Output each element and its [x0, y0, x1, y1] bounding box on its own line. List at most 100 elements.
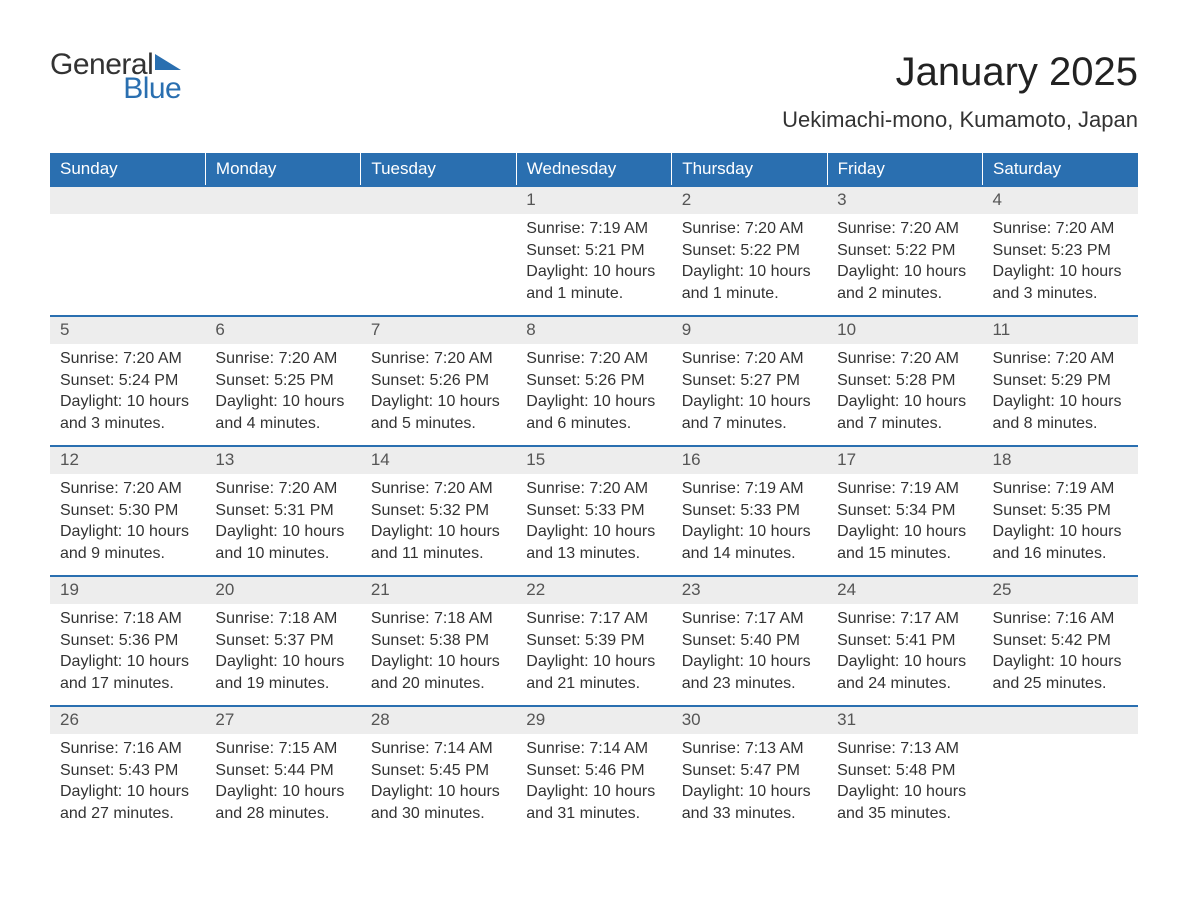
day-number: 8: [516, 317, 671, 344]
day-data: Sunrise: 7:19 AMSunset: 5:21 PMDaylight:…: [516, 214, 671, 312]
daylight-text: Daylight: 10 hours and 35 minutes.: [837, 781, 972, 824]
daylight-text: Daylight: 10 hours and 9 minutes.: [60, 521, 195, 564]
sunrise-text: Sunrise: 7:14 AM: [371, 738, 506, 760]
day-header: Sunday: [50, 153, 205, 186]
sunset-text: Sunset: 5:35 PM: [993, 500, 1128, 522]
daylight-text: Daylight: 10 hours and 3 minutes.: [60, 391, 195, 434]
calendar-day-cell: 8Sunrise: 7:20 AMSunset: 5:26 PMDaylight…: [516, 316, 671, 446]
sunset-text: Sunset: 5:26 PM: [526, 370, 661, 392]
day-header-row: Sunday Monday Tuesday Wednesday Thursday…: [50, 153, 1138, 186]
day-number: 5: [50, 317, 205, 344]
sunrise-text: Sunrise: 7:20 AM: [526, 348, 661, 370]
calendar-page: General Blue January 2025 Uekimachi-mono…: [0, 0, 1188, 876]
day-number: 6: [205, 317, 360, 344]
sunrise-text: Sunrise: 7:20 AM: [371, 348, 506, 370]
day-data: Sunrise: 7:20 AMSunset: 5:27 PMDaylight:…: [672, 344, 827, 442]
sunset-text: Sunset: 5:33 PM: [682, 500, 817, 522]
day-number: 29: [516, 707, 671, 734]
day-data: Sunrise: 7:15 AMSunset: 5:44 PMDaylight:…: [205, 734, 360, 832]
sunrise-text: Sunrise: 7:16 AM: [993, 608, 1128, 630]
calendar-day-cell: 29Sunrise: 7:14 AMSunset: 5:46 PMDayligh…: [516, 706, 671, 836]
sunset-text: Sunset: 5:22 PM: [837, 240, 972, 262]
sunrise-text: Sunrise: 7:13 AM: [837, 738, 972, 760]
calendar-week-row: 26Sunrise: 7:16 AMSunset: 5:43 PMDayligh…: [50, 706, 1138, 836]
brand-flag-icon: [155, 52, 181, 74]
day-header: Tuesday: [361, 153, 516, 186]
title-block: January 2025 Uekimachi-mono, Kumamoto, J…: [782, 50, 1138, 133]
sunset-text: Sunset: 5:39 PM: [526, 630, 661, 652]
day-data: Sunrise: 7:18 AMSunset: 5:37 PMDaylight:…: [205, 604, 360, 702]
sunrise-text: Sunrise: 7:17 AM: [837, 608, 972, 630]
day-data: Sunrise: 7:16 AMSunset: 5:42 PMDaylight:…: [983, 604, 1138, 702]
day-number: 28: [361, 707, 516, 734]
calendar-day-cell: 19Sunrise: 7:18 AMSunset: 5:36 PMDayligh…: [50, 576, 205, 706]
sunset-text: Sunset: 5:31 PM: [215, 500, 350, 522]
daylight-text: Daylight: 10 hours and 31 minutes.: [526, 781, 661, 824]
calendar-day-cell: 26Sunrise: 7:16 AMSunset: 5:43 PMDayligh…: [50, 706, 205, 836]
calendar-day-cell: 4Sunrise: 7:20 AMSunset: 5:23 PMDaylight…: [983, 186, 1138, 316]
day-data: Sunrise: 7:17 AMSunset: 5:39 PMDaylight:…: [516, 604, 671, 702]
day-number: 21: [361, 577, 516, 604]
day-number: 4: [983, 187, 1138, 214]
day-data: Sunrise: 7:18 AMSunset: 5:38 PMDaylight:…: [361, 604, 516, 702]
day-data: Sunrise: 7:20 AMSunset: 5:29 PMDaylight:…: [983, 344, 1138, 442]
sunset-text: Sunset: 5:47 PM: [682, 760, 817, 782]
daylight-text: Daylight: 10 hours and 27 minutes.: [60, 781, 195, 824]
day-data: Sunrise: 7:18 AMSunset: 5:36 PMDaylight:…: [50, 604, 205, 702]
sunset-text: Sunset: 5:23 PM: [993, 240, 1128, 262]
day-number: 9: [672, 317, 827, 344]
day-header: Wednesday: [516, 153, 671, 186]
calendar-day-cell: 14Sunrise: 7:20 AMSunset: 5:32 PMDayligh…: [361, 446, 516, 576]
calendar-week-row: 1Sunrise: 7:19 AMSunset: 5:21 PMDaylight…: [50, 186, 1138, 316]
sunset-text: Sunset: 5:42 PM: [993, 630, 1128, 652]
sunset-text: Sunset: 5:29 PM: [993, 370, 1128, 392]
daylight-text: Daylight: 10 hours and 20 minutes.: [371, 651, 506, 694]
day-data: Sunrise: 7:20 AMSunset: 5:25 PMDaylight:…: [205, 344, 360, 442]
sunset-text: Sunset: 5:28 PM: [837, 370, 972, 392]
sunrise-text: Sunrise: 7:20 AM: [993, 348, 1128, 370]
calendar-week-row: 12Sunrise: 7:20 AMSunset: 5:30 PMDayligh…: [50, 446, 1138, 576]
sunset-text: Sunset: 5:36 PM: [60, 630, 195, 652]
sunset-text: Sunset: 5:25 PM: [215, 370, 350, 392]
day-number: 18: [983, 447, 1138, 474]
day-header: Friday: [827, 153, 982, 186]
calendar-day-cell: 6Sunrise: 7:20 AMSunset: 5:25 PMDaylight…: [205, 316, 360, 446]
day-data: Sunrise: 7:20 AMSunset: 5:31 PMDaylight:…: [205, 474, 360, 572]
brand-name-part2: Blue: [123, 74, 181, 104]
sunset-text: Sunset: 5:44 PM: [215, 760, 350, 782]
sunset-text: Sunset: 5:32 PM: [371, 500, 506, 522]
day-number: 22: [516, 577, 671, 604]
calendar-day-cell: 18Sunrise: 7:19 AMSunset: 5:35 PMDayligh…: [983, 446, 1138, 576]
day-number: 7: [361, 317, 516, 344]
day-number: 31: [827, 707, 982, 734]
calendar-day-cell: 12Sunrise: 7:20 AMSunset: 5:30 PMDayligh…: [50, 446, 205, 576]
day-number-empty: [50, 187, 205, 214]
sunset-text: Sunset: 5:40 PM: [682, 630, 817, 652]
calendar-day-cell: 24Sunrise: 7:17 AMSunset: 5:41 PMDayligh…: [827, 576, 982, 706]
sunrise-text: Sunrise: 7:17 AM: [526, 608, 661, 630]
sunrise-text: Sunrise: 7:13 AM: [682, 738, 817, 760]
day-number: 11: [983, 317, 1138, 344]
calendar-day-cell: 5Sunrise: 7:20 AMSunset: 5:24 PMDaylight…: [50, 316, 205, 446]
day-data: Sunrise: 7:20 AMSunset: 5:32 PMDaylight:…: [361, 474, 516, 572]
sunrise-text: Sunrise: 7:14 AM: [526, 738, 661, 760]
calendar-day-cell: 13Sunrise: 7:20 AMSunset: 5:31 PMDayligh…: [205, 446, 360, 576]
day-data: Sunrise: 7:17 AMSunset: 5:40 PMDaylight:…: [672, 604, 827, 702]
calendar-day-cell: 31Sunrise: 7:13 AMSunset: 5:48 PMDayligh…: [827, 706, 982, 836]
calendar-body: 1Sunrise: 7:19 AMSunset: 5:21 PMDaylight…: [50, 186, 1138, 836]
day-data: Sunrise: 7:20 AMSunset: 5:28 PMDaylight:…: [827, 344, 982, 442]
daylight-text: Daylight: 10 hours and 7 minutes.: [682, 391, 817, 434]
sunset-text: Sunset: 5:30 PM: [60, 500, 195, 522]
day-data: Sunrise: 7:20 AMSunset: 5:24 PMDaylight:…: [50, 344, 205, 442]
day-number: 24: [827, 577, 982, 604]
sunset-text: Sunset: 5:41 PM: [837, 630, 972, 652]
sunset-text: Sunset: 5:26 PM: [371, 370, 506, 392]
calendar-day-cell: 9Sunrise: 7:20 AMSunset: 5:27 PMDaylight…: [672, 316, 827, 446]
daylight-text: Daylight: 10 hours and 25 minutes.: [993, 651, 1128, 694]
daylight-text: Daylight: 10 hours and 1 minute.: [682, 261, 817, 304]
sunrise-text: Sunrise: 7:18 AM: [60, 608, 195, 630]
day-data: Sunrise: 7:20 AMSunset: 5:30 PMDaylight:…: [50, 474, 205, 572]
daylight-text: Daylight: 10 hours and 11 minutes.: [371, 521, 506, 564]
calendar-day-cell: [361, 186, 516, 316]
calendar-day-cell: 7Sunrise: 7:20 AMSunset: 5:26 PMDaylight…: [361, 316, 516, 446]
